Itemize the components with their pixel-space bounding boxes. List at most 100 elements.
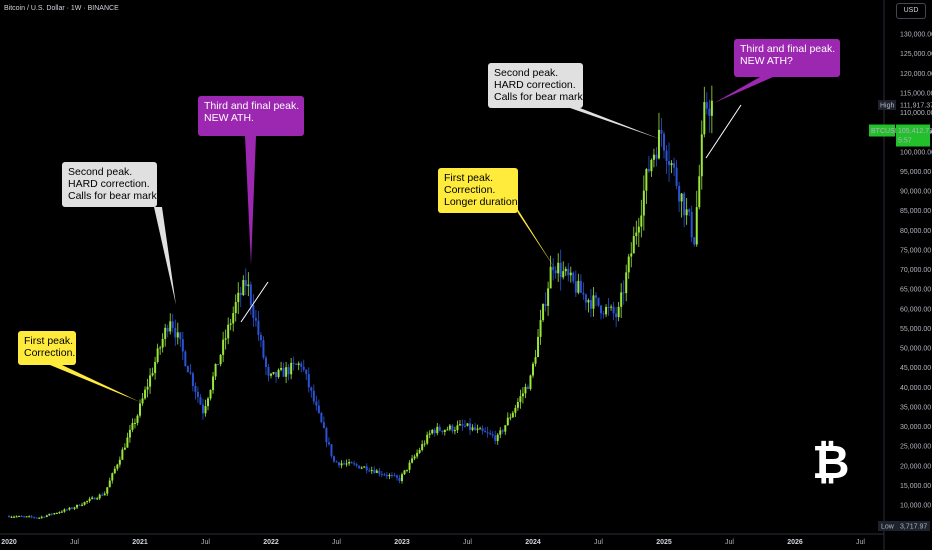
- candle: [35, 517, 38, 519]
- svg-text:5:57: 5:57: [898, 138, 912, 145]
- candle: [476, 424, 479, 434]
- callout-text: HARD correction.: [68, 178, 150, 190]
- candle: [332, 455, 335, 463]
- price-tick-label: 10,000.00: [900, 503, 931, 510]
- candle: [683, 191, 686, 228]
- candle: [219, 354, 222, 367]
- time-tick-label: Jul: [463, 539, 472, 546]
- candle: [65, 508, 68, 511]
- candle: [605, 304, 608, 318]
- candle: [501, 428, 504, 435]
- candle: [635, 220, 638, 245]
- trend-line[interactable]: [705, 104, 742, 159]
- candle: [408, 460, 411, 473]
- candle: [81, 502, 84, 507]
- candle: [496, 433, 499, 445]
- time-axis: 2020 Jul 2021 Jul 2022 Jul 2023 Jul 2024 Jul 2025 J…: [0, 533, 884, 546]
- callout-2[interactable]: Second peak.HARD correction.Calls for be…: [62, 162, 176, 305]
- candle: [657, 112, 660, 160]
- candle: [201, 398, 204, 420]
- trend-line[interactable]: [240, 281, 269, 323]
- candle: [411, 454, 414, 464]
- candle: [416, 449, 419, 459]
- price-tick-label: 115,000.00: [900, 90, 932, 97]
- candle: [139, 399, 141, 418]
- candle: [108, 477, 111, 488]
- callout-4[interactable]: First peak.Correction.Longer duration.: [438, 168, 556, 270]
- candle: [637, 217, 640, 247]
- candle: [569, 266, 572, 283]
- callout-6[interactable]: Third and final peak.NEW ATH?: [714, 39, 840, 103]
- candle: [670, 160, 673, 174]
- time-tick-label: 2022: [263, 539, 279, 546]
- candle: [222, 331, 225, 363]
- candle: [703, 86, 706, 138]
- candle: [577, 273, 580, 295]
- candle: [481, 425, 484, 435]
- candle: [466, 423, 469, 427]
- candle: [161, 333, 164, 353]
- candle: [388, 473, 391, 480]
- candle: [156, 343, 159, 364]
- candle: [393, 472, 396, 477]
- candle: [171, 313, 174, 333]
- candle: [363, 466, 366, 468]
- callout-5[interactable]: Second peak.HARD correction.Calls for be…: [488, 63, 660, 139]
- candle: [227, 317, 230, 345]
- candle: [20, 514, 23, 517]
- candle: [549, 255, 552, 289]
- candle: [55, 512, 58, 514]
- candle: [209, 389, 212, 401]
- candle: [474, 422, 477, 431]
- candle: [524, 383, 527, 399]
- candle: [451, 424, 454, 434]
- candle: [295, 362, 298, 366]
- candle: [98, 493, 101, 500]
- candle: [310, 386, 313, 398]
- candle: [446, 426, 449, 431]
- candle: [401, 472, 403, 484]
- candle: [678, 181, 681, 213]
- candle: [224, 329, 227, 350]
- candle: [516, 398, 519, 411]
- candle: [340, 460, 343, 469]
- candle: [360, 466, 363, 470]
- price-tick-label: 80,000.00: [900, 228, 931, 235]
- candle: [179, 332, 182, 348]
- svg-text:BTCUSD: BTCUSD: [871, 128, 900, 135]
- candle: [40, 515, 43, 519]
- callout-3[interactable]: Third and final peak.NEW ATH.: [198, 96, 304, 265]
- candle: [668, 142, 671, 182]
- callout-text: Correction.: [24, 347, 75, 359]
- candle: [174, 319, 177, 346]
- candle: [191, 371, 194, 392]
- price-tick-label: 130,000.00: [900, 32, 932, 39]
- candle: [403, 470, 406, 476]
- candle: [647, 155, 650, 173]
- candle: [355, 462, 358, 468]
- candle: [76, 504, 79, 509]
- candle: [463, 420, 466, 428]
- candle: [552, 258, 555, 281]
- candle: [83, 501, 86, 506]
- candle: [630, 242, 633, 268]
- callout-1[interactable]: First peak.Correction.: [18, 331, 140, 402]
- candle: [562, 261, 565, 280]
- candle: [176, 322, 179, 345]
- currency-button[interactable]: USD: [896, 3, 926, 19]
- candle: [33, 516, 36, 519]
- time-tick-label: Jul: [856, 539, 865, 546]
- candle: [317, 399, 320, 415]
- price-tick-label: 40,000.00: [900, 385, 931, 392]
- callout-text: Longer duration.: [444, 196, 520, 208]
- candle: [652, 148, 655, 168]
- candle: [194, 382, 197, 400]
- candle: [237, 282, 240, 315]
- candle: [30, 514, 33, 519]
- time-tick-label: 2025: [656, 539, 672, 546]
- candle: [700, 120, 703, 190]
- candle: [18, 515, 21, 517]
- candle: [307, 367, 310, 393]
